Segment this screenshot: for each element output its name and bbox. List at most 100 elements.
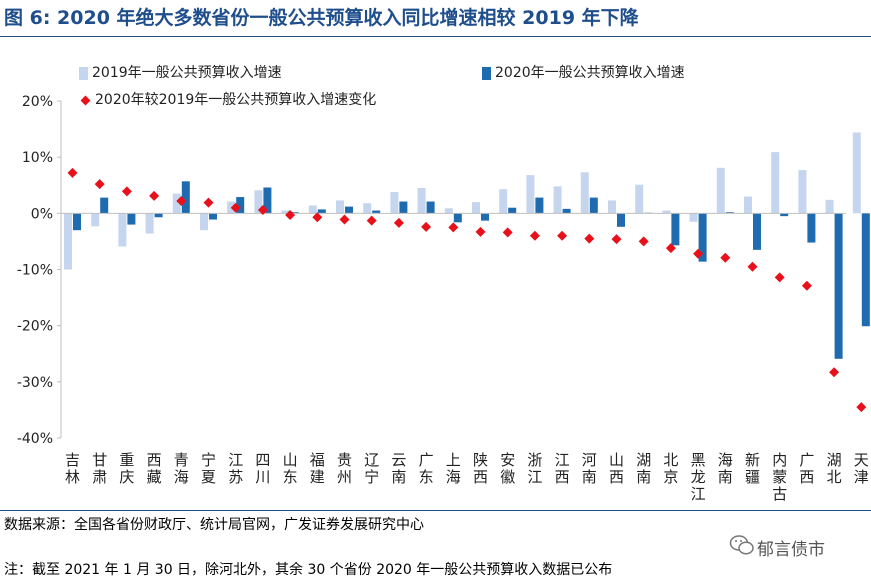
y-tick-label: -20%: [17, 319, 53, 335]
change-marker: [67, 167, 78, 178]
bar-2019: [852, 132, 861, 214]
x-tick-label: 云南: [391, 451, 406, 486]
x-tick-label: 陕西: [473, 451, 488, 486]
legend-label-change: 2020年较2019年一般公共预算收入增速变化: [95, 92, 377, 108]
figure-title: 图 6: 2020 年绝大多数省份一般公共预算收入同比增速相较 2019 年下降: [4, 7, 639, 29]
x-tick-label: 内蒙古: [772, 451, 787, 503]
y-tick-label: -30%: [17, 375, 53, 391]
bar-2020: [127, 213, 136, 225]
bar-2020: [453, 213, 462, 223]
change-marker: [638, 236, 649, 247]
bar-2020: [481, 213, 489, 221]
bar-2019: [281, 210, 290, 214]
x-tick-label: 青海: [174, 451, 189, 486]
change-marker: [203, 197, 214, 208]
bar-2019: [472, 202, 480, 214]
x-tick-label: 宁夏: [201, 451, 216, 486]
y-tick-label: 20%: [22, 94, 53, 110]
bar-2020: [753, 213, 761, 250]
change-marker: [149, 190, 160, 201]
x-tick-label: 湖南: [636, 451, 651, 486]
bar-2019: [526, 175, 535, 214]
bar-2019: [254, 190, 263, 214]
bar-2019: [580, 172, 589, 214]
change-marker: [94, 179, 105, 190]
bar-2020: [290, 212, 299, 214]
bar-2019: [689, 213, 698, 222]
source-note: 数据来源：全国各省份财政厅、统计局官网，广发证券发展研究中心: [4, 517, 424, 533]
bar-2020: [372, 210, 381, 214]
bar-2020: [698, 213, 707, 262]
bar-2020: [617, 213, 625, 227]
change-marker: [285, 210, 296, 221]
change-marker: [611, 234, 622, 245]
change-marker: [339, 214, 350, 225]
x-tick-label: 海南: [718, 451, 733, 486]
x-tick-label: 上海: [446, 451, 461, 486]
legend-item-2019: 2019年一般公共预算收入增速: [79, 62, 282, 82]
bar-2020: [73, 213, 81, 231]
bar-2020: [345, 206, 353, 214]
change-marker: [529, 230, 540, 241]
change-marker: [801, 280, 812, 291]
bar-2020: [154, 213, 163, 218]
x-tick-label: 安徽: [500, 451, 515, 486]
bar-2020: [807, 213, 816, 243]
x-tick-label: 四川: [255, 451, 270, 486]
x-tick-label: 辽宁: [364, 451, 379, 486]
legend-swatch-2020: [482, 66, 491, 80]
change-marker: [747, 261, 758, 272]
bar-2019: [499, 189, 508, 214]
bar-2019: [825, 199, 834, 214]
bar-2019: [417, 188, 426, 214]
wechat-logo: 郁言债市: [729, 532, 869, 560]
x-tick-label: 广东: [419, 451, 434, 486]
legend-item-2020: 2020年一般公共预算收入增速: [482, 62, 685, 82]
legend-swatch-2019: [79, 66, 88, 80]
bar-2020: [426, 201, 435, 214]
wechat-icon: [729, 535, 754, 555]
bar-2020: [535, 197, 544, 214]
x-tick-label: 福建: [310, 451, 325, 486]
change-marker: [230, 202, 241, 213]
bar-2019: [444, 208, 453, 214]
change-marker: [693, 248, 704, 259]
x-tick-label: 江苏: [228, 451, 243, 486]
y-tick-label: 0%: [31, 206, 53, 222]
change-marker: [665, 243, 676, 254]
bar-2019: [172, 193, 181, 214]
bar-2020: [780, 213, 789, 217]
bar-2019: [64, 213, 72, 270]
bar-2019: [771, 152, 780, 214]
change-marker: [557, 230, 568, 241]
bar-2020: [589, 197, 598, 214]
bar-2019: [308, 205, 317, 214]
change-marker: [856, 402, 867, 413]
bar-2020: [317, 209, 326, 214]
change-marker: [176, 195, 187, 206]
change-marker: [720, 252, 731, 263]
title-divider: [0, 36, 871, 37]
bar-2020: [399, 201, 408, 214]
bar-2019: [635, 184, 644, 214]
x-tick-label: 湖北: [827, 451, 842, 486]
x-tick-label: 天津: [854, 451, 869, 486]
change-marker: [829, 367, 840, 378]
legend-label-2020: 2020年一般公共预算收入增速: [495, 65, 685, 81]
bar-2020: [834, 213, 843, 359]
x-tick-label: 山东: [283, 451, 298, 486]
y-tick-label: -10%: [17, 263, 53, 279]
change-marker: [121, 186, 132, 197]
x-tick-label: 贵州: [337, 451, 352, 486]
bar-2020: [181, 181, 190, 214]
x-tick-label: 浙江: [527, 451, 542, 486]
y-tick-label: -40%: [17, 431, 53, 447]
bar-2019: [200, 213, 208, 231]
x-tick-label: 甘肃: [92, 451, 107, 486]
bar-2019: [798, 170, 807, 214]
footer-divider: [0, 510, 871, 511]
x-tick-label: 江西: [555, 451, 570, 486]
bar-2019: [716, 167, 725, 214]
change-marker: [774, 272, 785, 283]
logo-text: 郁言债市: [757, 540, 825, 560]
